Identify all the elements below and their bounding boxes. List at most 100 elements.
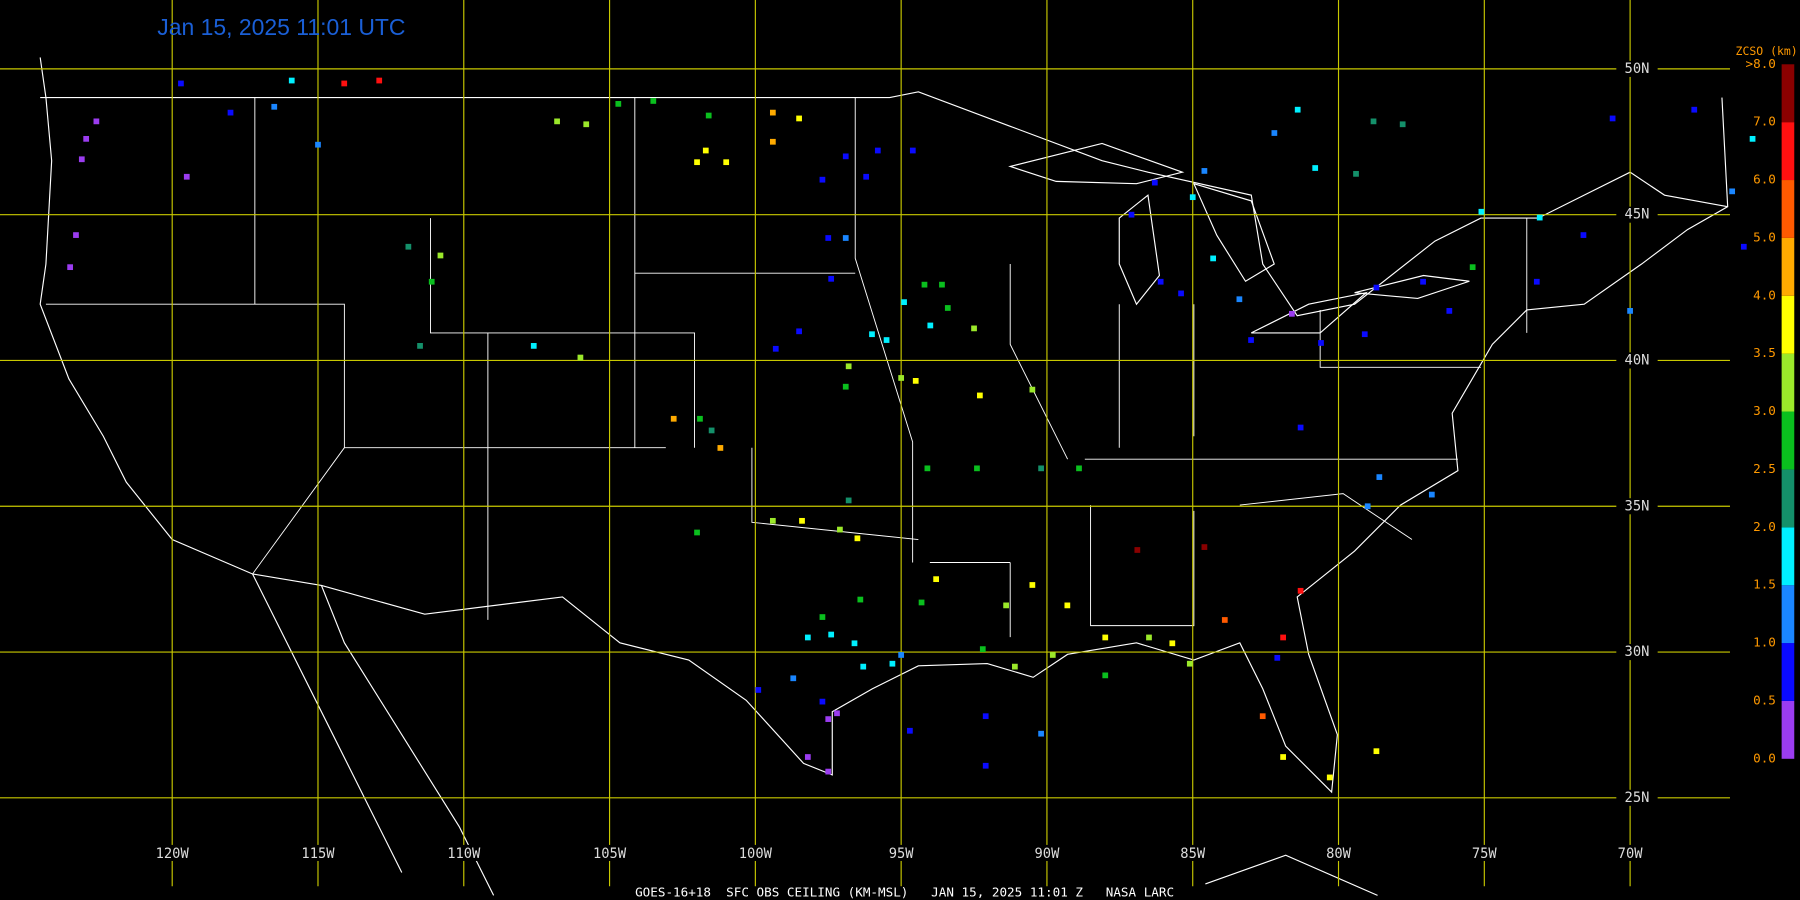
colorbar-segment xyxy=(1781,700,1795,759)
lon-label: 105W xyxy=(593,846,627,862)
colorbar-segment xyxy=(1781,295,1795,354)
station-obs xyxy=(769,109,776,116)
observations xyxy=(67,77,1756,781)
station-obs xyxy=(1011,663,1018,670)
lon-label: 70W xyxy=(1618,846,1644,862)
station-obs xyxy=(1210,255,1217,262)
station-obs xyxy=(78,156,85,163)
lat-label: 30N xyxy=(1625,644,1650,660)
label-bg xyxy=(1616,206,1658,223)
station-obs xyxy=(977,392,983,399)
station-obs xyxy=(1003,602,1009,609)
station-obs xyxy=(898,375,905,381)
station-obs xyxy=(1446,308,1453,314)
station-obs xyxy=(971,325,977,332)
station-obs xyxy=(1364,503,1371,510)
station-obs xyxy=(769,138,776,145)
station-obs xyxy=(1134,547,1141,553)
station-obs xyxy=(1580,232,1587,238)
station-obs xyxy=(1029,582,1036,588)
station-obs xyxy=(73,232,79,238)
station-obs xyxy=(874,147,881,154)
station-obs xyxy=(1312,165,1319,171)
label-bg xyxy=(1313,844,1364,861)
label-bg xyxy=(1616,60,1658,77)
state-borders xyxy=(45,97,1528,638)
label-bg xyxy=(146,844,198,861)
station-obs xyxy=(819,176,826,183)
colorbar-label: 4.0 xyxy=(1753,287,1776,302)
colorbar-segment xyxy=(1781,643,1795,701)
label-bg xyxy=(292,844,344,861)
station-obs xyxy=(183,173,190,180)
label-bg xyxy=(438,844,490,861)
colorbar-segment xyxy=(1781,180,1795,238)
station-obs xyxy=(1376,474,1383,480)
station-obs xyxy=(1740,243,1747,250)
station-obs xyxy=(1151,179,1158,186)
colorbar-segment xyxy=(1781,122,1795,181)
colorbar-segment xyxy=(1781,237,1795,296)
colorbar-title: ZCSO (km) xyxy=(1736,44,1798,58)
station-obs xyxy=(842,153,849,160)
lon-label: 90W xyxy=(1035,846,1061,862)
station-obs xyxy=(982,713,989,720)
station-obs xyxy=(1201,544,1208,550)
station-obs xyxy=(708,427,715,434)
colorbar-label: 2.5 xyxy=(1753,461,1776,476)
grid: 120W 115W 110W 105W 100W 95W 90W 85W 80W 75W 70W 50… xyxy=(0,0,1730,887)
station-obs xyxy=(1186,660,1193,667)
station-obs xyxy=(1201,168,1208,174)
station-obs xyxy=(1274,655,1281,661)
station-obs xyxy=(907,727,913,734)
station-obs xyxy=(1248,337,1254,343)
lat-label: 45N xyxy=(1625,207,1650,223)
station-obs xyxy=(1280,634,1286,641)
station-obs xyxy=(554,118,560,125)
station-obs xyxy=(825,235,832,241)
station-obs xyxy=(912,378,919,384)
station-obs xyxy=(93,118,100,125)
station-obs xyxy=(1271,130,1278,136)
station-obs xyxy=(1373,284,1380,291)
station-obs xyxy=(1221,617,1228,623)
station-obs xyxy=(615,100,622,107)
station-obs xyxy=(1326,774,1333,781)
station-obs xyxy=(1536,214,1543,221)
station-obs xyxy=(694,159,700,166)
label-bg xyxy=(1167,844,1218,861)
label-bg xyxy=(875,844,927,861)
station-obs xyxy=(1178,290,1184,297)
station-obs xyxy=(1691,106,1698,113)
station-obs xyxy=(834,710,840,717)
station-obs xyxy=(315,141,321,148)
station-obs xyxy=(1469,264,1476,271)
station-obs xyxy=(1189,194,1196,201)
station-obs xyxy=(909,147,916,154)
colorbar-label: 6.0 xyxy=(1753,172,1776,187)
station-obs xyxy=(583,121,590,128)
colorbar-segment xyxy=(1781,469,1795,528)
station-obs xyxy=(860,663,867,670)
lon-label: 85W xyxy=(1180,846,1206,862)
station-obs xyxy=(1146,634,1152,641)
station-obs xyxy=(1373,748,1380,755)
colorbar-segment xyxy=(1781,64,1795,123)
lon-label: 115W xyxy=(301,846,335,862)
station-obs xyxy=(1064,602,1071,609)
station-obs xyxy=(1318,340,1324,346)
station-obs xyxy=(437,252,444,259)
station-obs xyxy=(898,652,905,658)
station-obs xyxy=(67,264,74,271)
colorbar-label: >8.0 xyxy=(1746,56,1776,71)
station-obs xyxy=(828,631,835,638)
station-obs xyxy=(1533,278,1540,285)
station-obs xyxy=(723,159,730,166)
station-obs xyxy=(819,698,826,705)
station-obs xyxy=(227,109,234,116)
station-obs xyxy=(1729,188,1736,195)
station-obs xyxy=(1370,118,1377,125)
lat-label: 40N xyxy=(1625,352,1650,368)
footer: GOES-16+18 SFC OBS CEILING (KM-MSL) JAN … xyxy=(635,885,1174,900)
station-obs xyxy=(341,80,348,87)
